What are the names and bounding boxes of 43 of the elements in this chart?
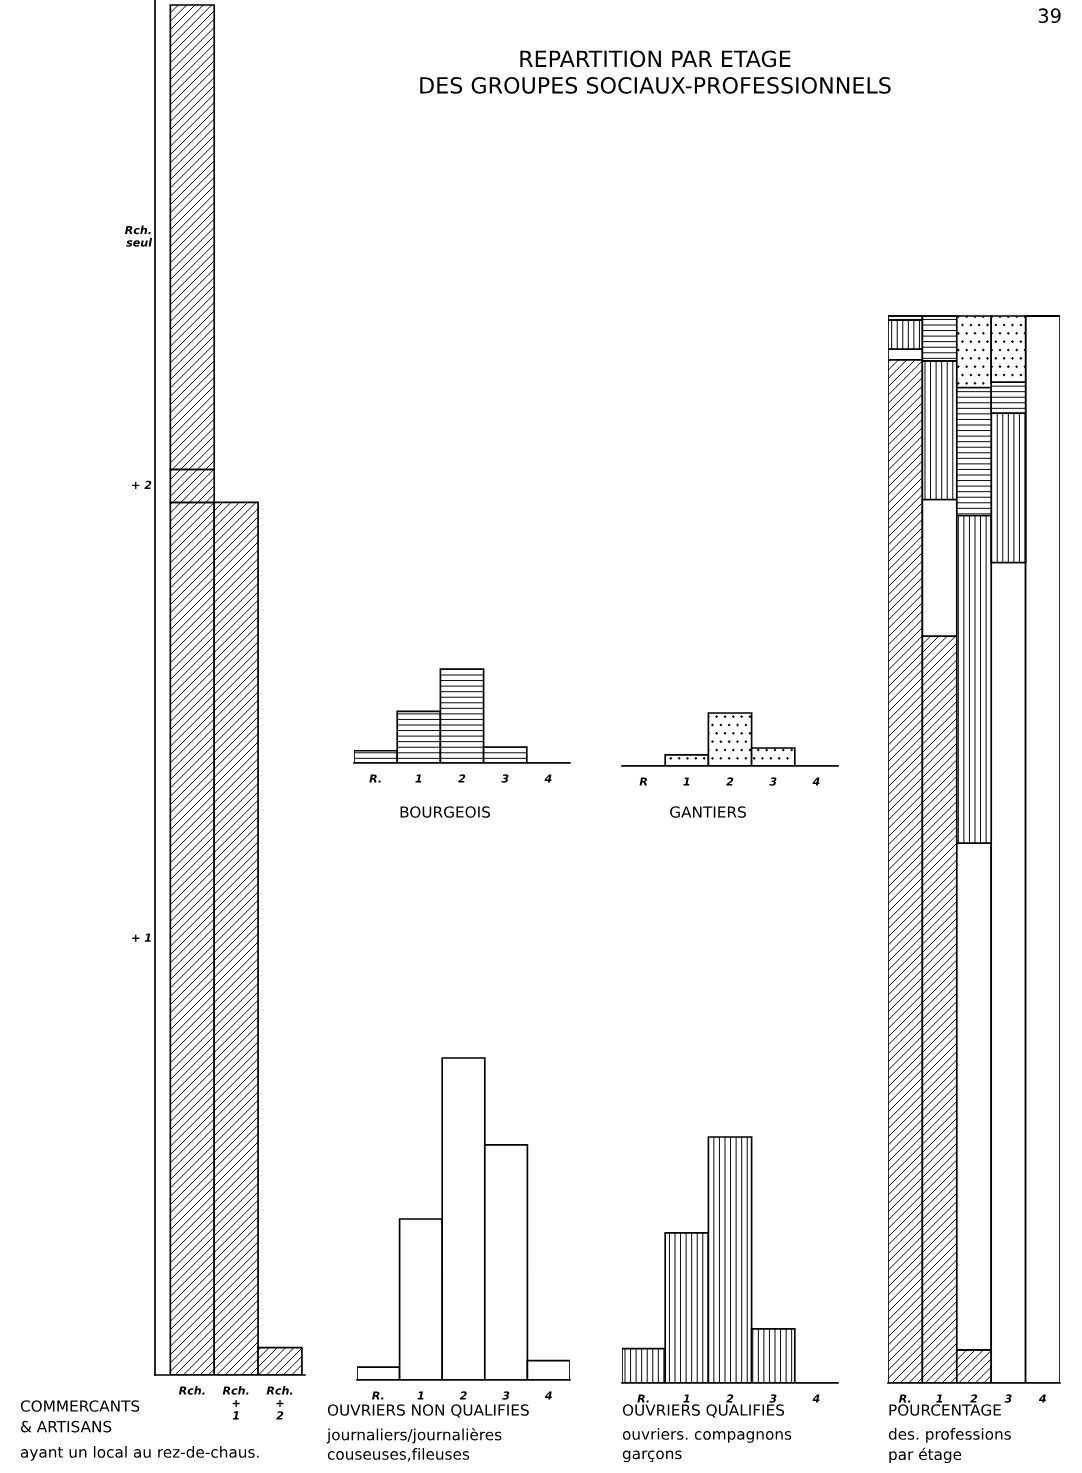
series-label: + 1 [132, 933, 151, 942]
x-tick-label: 2 [970, 1394, 978, 1403]
x-tick-label: 1 [415, 774, 422, 783]
x-axis-title: GANTIERS [670, 806, 746, 818]
x-axis-title: OUVRIERS QUALIFIES [622, 1404, 785, 1418]
x-tick-label: 4 [812, 1394, 820, 1403]
x-tick-label: 1 [683, 777, 690, 786]
text: des. professions par étage [888, 1428, 1011, 1464]
x-tick-label: 3 [1004, 1394, 1012, 1403]
x-tick-label: 1 [936, 1394, 943, 1403]
x-tick-label: R. [369, 774, 381, 783]
text: journaliers/journalières couseuses,fileuses [326, 1428, 502, 1462]
x-tick-label: 3 [502, 1391, 510, 1400]
x-tick-label: 2 [458, 774, 466, 783]
x-tick-label: 4 [544, 1391, 552, 1400]
text: REPARTITION PAR ETAGE DES GROUPES SOCIAUX-PROFESSIONNELS [420, 50, 891, 94]
x-axis-title: POURCENTAGE [889, 1404, 1001, 1416]
x-tick-label: 4 [1038, 1394, 1046, 1403]
text: ayant un local au rez-de-chaus. [20, 1446, 259, 1461]
x-axis-title: OUVRIERS NON QUALIFIES [327, 1404, 529, 1418]
x-tick-label: 3 [769, 1394, 777, 1403]
x-axis-title: BOURGEOIS [400, 806, 491, 818]
text: 39 [1038, 8, 1061, 24]
x-tick-label: Rch. [178, 1386, 205, 1395]
x-tick-label: 4 [544, 774, 552, 783]
text: ouvriers. compagnons garçons [622, 1428, 792, 1463]
x-tick-label: Rch. + 2 [266, 1386, 293, 1420]
x-tick-label: R. [372, 1391, 384, 1400]
x-tick-label: 3 [501, 774, 509, 783]
x-tick-label: 1 [683, 1394, 690, 1403]
series-label: + 2 [132, 480, 152, 489]
x-tick-label: Rch. + 1 [222, 1386, 249, 1420]
x-axis-title: COMMERCANTS & ARTISANS [20, 1400, 140, 1433]
x-tick-label: 4 [812, 777, 820, 786]
x-tick-label: 1 [417, 1391, 424, 1400]
x-tick-label: R [639, 777, 647, 786]
x-tick-label: 2 [459, 1391, 467, 1400]
x-tick-label: 2 [726, 1394, 734, 1403]
x-tick-label: 2 [726, 777, 734, 786]
x-tick-label: R. [898, 1394, 911, 1403]
x-tick-label: R. [637, 1394, 649, 1403]
x-tick-label: 3 [769, 777, 777, 786]
series-label: Rch. seul [124, 225, 153, 247]
